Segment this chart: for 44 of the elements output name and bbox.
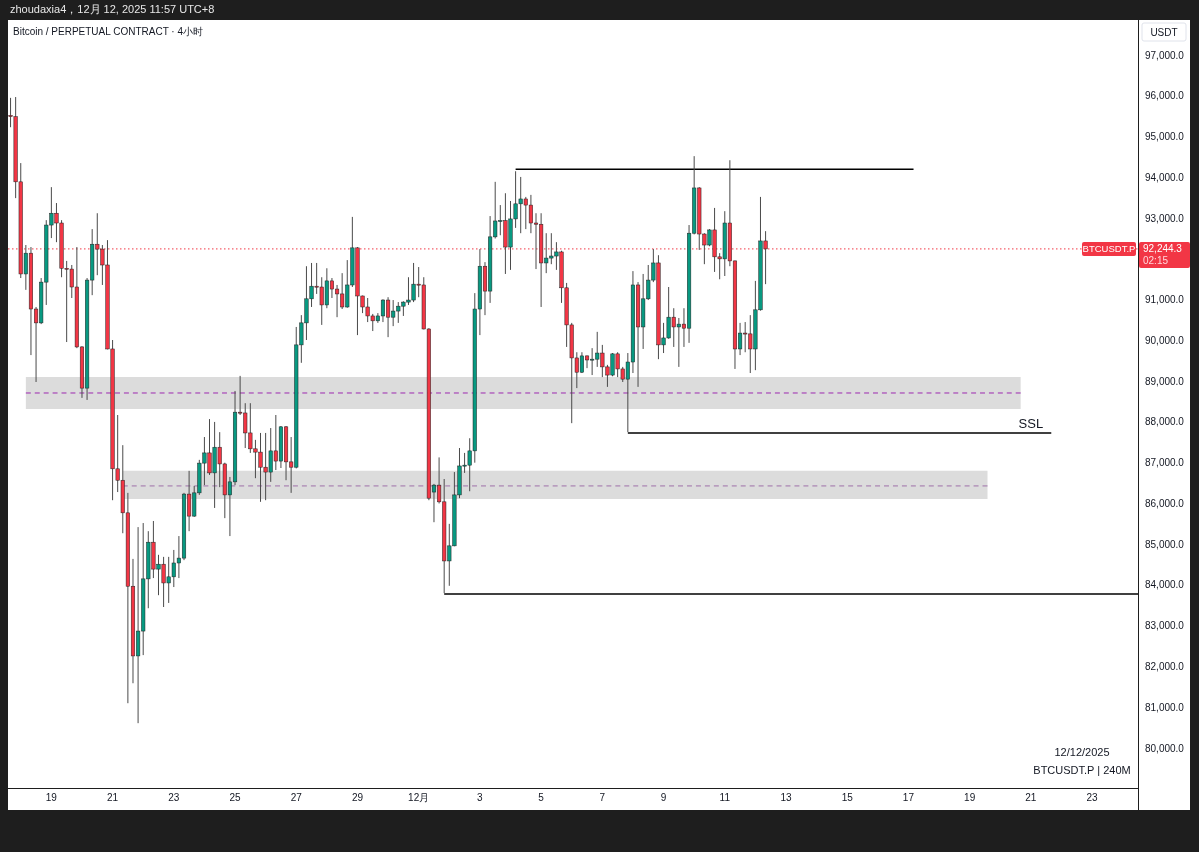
y-tick-label: 86,000.0 xyxy=(1145,497,1185,509)
x-tick-label: 11 xyxy=(719,792,731,803)
x-tick-label: 29 xyxy=(351,792,364,803)
x-tick-label: 5 xyxy=(538,792,545,803)
y-tick-label: 91,000.0 xyxy=(1145,294,1185,306)
text: Bitcoin / PERPETUAL CONTRACT · 4小时 xyxy=(13,26,204,37)
y-tick-label: 97,000.0 xyxy=(1145,49,1185,61)
x-tick-label: 19 xyxy=(964,792,976,803)
y-tick-label: 85,000.0 xyxy=(1145,538,1185,550)
x-tick-label: 17 xyxy=(902,792,915,803)
x-tick-label: 25 xyxy=(229,792,242,803)
annotation: BTCUSDT.P | 240M xyxy=(1033,764,1131,776)
x-tick-label: 15 xyxy=(841,792,854,803)
y-tick-label: 81,000.0 xyxy=(1145,701,1185,713)
text: 02:15 xyxy=(1143,254,1169,266)
y-tick-label: 95,000.0 xyxy=(1145,131,1185,143)
x-tick-label: 13 xyxy=(780,792,792,803)
y-tick-label: 94,000.0 xyxy=(1145,171,1185,183)
x-tick-label: 19 xyxy=(45,792,58,803)
x-tick-label: 27 xyxy=(290,792,303,803)
x-tick-label: 12月 xyxy=(408,792,430,803)
y-tick-label: 87,000.0 xyxy=(1145,457,1185,469)
x-tick-label: 3 xyxy=(477,792,484,803)
x-tick-label: 21 xyxy=(107,792,119,803)
x-tick-label: 23 xyxy=(168,792,180,803)
y-tick-label: 83,000.0 xyxy=(1145,620,1185,632)
x-tick-label: 21 xyxy=(1025,792,1037,803)
x-tick-label: 9 xyxy=(660,792,667,803)
y-tick-label: 90,000.0 xyxy=(1145,334,1185,346)
annotation: 12/12/2025 xyxy=(1054,746,1110,758)
y-tick-label: 89,000.0 xyxy=(1145,375,1185,387)
chart-subtitle: zhoudaxia4，12月 12, 2025 11:57 UTC+8 xyxy=(10,3,215,15)
annotation: BTCUSDT.P xyxy=(1082,243,1136,255)
y-axis-title: USDT xyxy=(1150,27,1178,38)
x-tick-label: 7 xyxy=(599,792,606,803)
y-tick-label: 96,000.0 xyxy=(1145,90,1185,102)
y-tick-label: 84,000.0 xyxy=(1145,579,1185,591)
x-tick-label: 23 xyxy=(1086,792,1099,803)
ref-line-label: 92,244.3 xyxy=(1143,243,1183,255)
y-tick-label: 82,000.0 xyxy=(1145,661,1185,673)
y-tick-label: 80,000.0 xyxy=(1145,742,1185,754)
y-tick-label: 88,000.0 xyxy=(1145,416,1185,428)
y-tick-label: 93,000.0 xyxy=(1145,212,1185,224)
annotation: SSL xyxy=(1018,415,1044,431)
